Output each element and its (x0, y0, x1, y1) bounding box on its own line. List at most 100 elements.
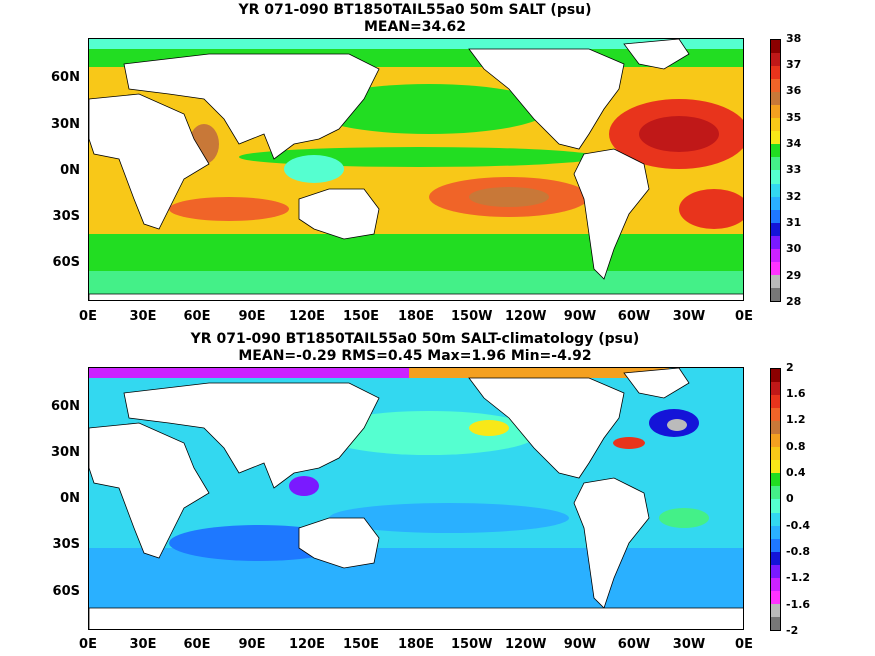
top-map-panel (88, 38, 744, 301)
bottom-lat-label-60s: 60S (52, 584, 80, 599)
top-colorbar-segment (771, 170, 780, 184)
top-lat-label-60n: 60N (51, 70, 80, 85)
top-colorbar-segment (771, 222, 780, 236)
bottom-colorbar-label: 1.6 (786, 387, 806, 400)
top-colorbar-label: 31 (786, 216, 802, 229)
top-colorbar-segment (771, 183, 780, 197)
top-colorbar-segment (771, 209, 780, 223)
bottom-lat-label-30s: 30S (52, 537, 80, 552)
top-colorbar-label: 29 (786, 269, 802, 282)
bottom-colorbar-segment (771, 564, 780, 578)
top-lon-label: 120W (505, 309, 547, 324)
top-lon-label: 150W (451, 309, 493, 324)
bottom-lon-label: 30E (129, 637, 157, 652)
bottom-colorbar (770, 368, 781, 631)
bottom-indonesia-neg (289, 476, 319, 496)
top-north-america (468, 48, 625, 150)
bottom-colorbar-segment (771, 434, 780, 448)
bottom-colorbar-segment (771, 421, 780, 435)
top-australia (298, 188, 380, 240)
top-lon-label: 30W (672, 309, 706, 324)
top-lat-label-30s: 30S (52, 209, 80, 224)
top-colorbar-segment (771, 131, 780, 145)
top-lon-label: 90E (238, 309, 266, 324)
bottom-colorbar-label: -0.8 (786, 545, 811, 558)
bottom-colorbar-segment (771, 486, 780, 500)
top-antarctica (89, 293, 743, 300)
bottom-labrador-core (667, 419, 687, 431)
bottom-lon-label: 120E (288, 637, 326, 652)
bottom-colorbar-label: 2 (786, 361, 794, 374)
top-title-line2: MEAN=34.62 (363, 19, 467, 35)
bottom-colorbar-label: 0.8 (786, 440, 806, 453)
bottom-map-panel (88, 367, 744, 630)
top-colorbar-segment (771, 40, 780, 54)
top-lon-label: 0E (79, 309, 97, 324)
top-greenland (623, 39, 690, 70)
top-colorbar-segment (771, 235, 780, 249)
bottom-colorbar-segment (771, 551, 780, 565)
bottom-africa (89, 422, 210, 559)
bottom-colorbar-segment (771, 603, 780, 617)
bottom-colorbar-label: -0.4 (786, 519, 811, 532)
top-lat-label-30n: 30N (51, 117, 80, 132)
top-colorbar-label: 32 (786, 190, 802, 203)
bottom-npac-pos (469, 420, 509, 436)
top-spac-core (469, 187, 549, 207)
top-colorbar-label: 38 (786, 32, 802, 45)
top-colorbar-label: 37 (786, 58, 802, 71)
bottom-spac-anom (329, 503, 569, 533)
top-indonesia-fresh (284, 155, 344, 183)
top-colorbar-label: 36 (786, 84, 802, 97)
top-colorbar-segment (771, 157, 780, 171)
bottom-lon-label: 120W (505, 637, 547, 652)
bottom-lon-label: 30W (672, 637, 706, 652)
bottom-colorbar-label: -2 (786, 624, 799, 637)
top-lon-label: 60E (183, 309, 211, 324)
bottom-lon-label: 150W (451, 637, 493, 652)
top-colorbar (770, 39, 781, 302)
top-south-america (573, 148, 650, 280)
top-colorbar-segment (771, 53, 780, 67)
bottom-colorbar-segment (771, 512, 780, 526)
top-lon-label: 90W (563, 309, 597, 324)
bottom-north-america (468, 377, 625, 479)
bottom-lon-label: 60W (617, 637, 651, 652)
bottom-colorbar-segment (771, 473, 780, 487)
top-colorbar-segment (771, 66, 780, 80)
top-lat-label-0n: 0N (60, 163, 80, 178)
top-arctic-edge (89, 39, 743, 49)
bottom-colorbar-segment (771, 525, 780, 539)
bottom-colorbar-segment (771, 408, 780, 422)
top-eurasia (123, 53, 380, 160)
bottom-colorbar-segment (771, 616, 780, 630)
bottom-lon-label: 150E (342, 637, 380, 652)
top-colorbar-segment (771, 196, 780, 210)
bottom-arctic-pos (409, 368, 669, 378)
bottom-title-line1: YR 071-090 BT1850TAIL55a0 50m SALT-clima… (190, 331, 640, 347)
top-satl-high (679, 189, 743, 229)
top-lon-label: 0E (735, 309, 753, 324)
bottom-australia (298, 517, 380, 569)
top-lon-label: 60W (617, 309, 651, 324)
top-map-svg (89, 39, 743, 300)
top-lon-label: 30E (129, 309, 157, 324)
top-lat-label-60s: 60S (52, 255, 80, 270)
top-sind-high (169, 197, 289, 221)
bottom-land (89, 368, 743, 629)
bottom-lat-label-0n: 0N (60, 491, 80, 506)
top-colorbar-segment (771, 118, 780, 132)
top-colorbar-segment (771, 287, 780, 301)
bottom-lat-label-30n: 30N (51, 445, 80, 460)
bottom-colorbar-label: -1.2 (786, 571, 811, 584)
bottom-title-line2: MEAN=-0.29 RMS=0.45 Max=1.96 Min=-4.92 (238, 348, 592, 364)
bottom-colorbar-label: 0.4 (786, 466, 806, 479)
top-title-line1: YR 071-090 BT1850TAIL55a0 50m SALT (psu) (238, 2, 592, 18)
bottom-arctic-neg (89, 368, 409, 378)
bottom-greenland (623, 368, 690, 399)
top-colorbar-segment (771, 105, 780, 119)
bottom-gulfstream-pos (613, 437, 645, 449)
top-land (89, 39, 743, 300)
bottom-southern-band (89, 548, 743, 608)
top-colorbar-label: 30 (786, 242, 802, 255)
